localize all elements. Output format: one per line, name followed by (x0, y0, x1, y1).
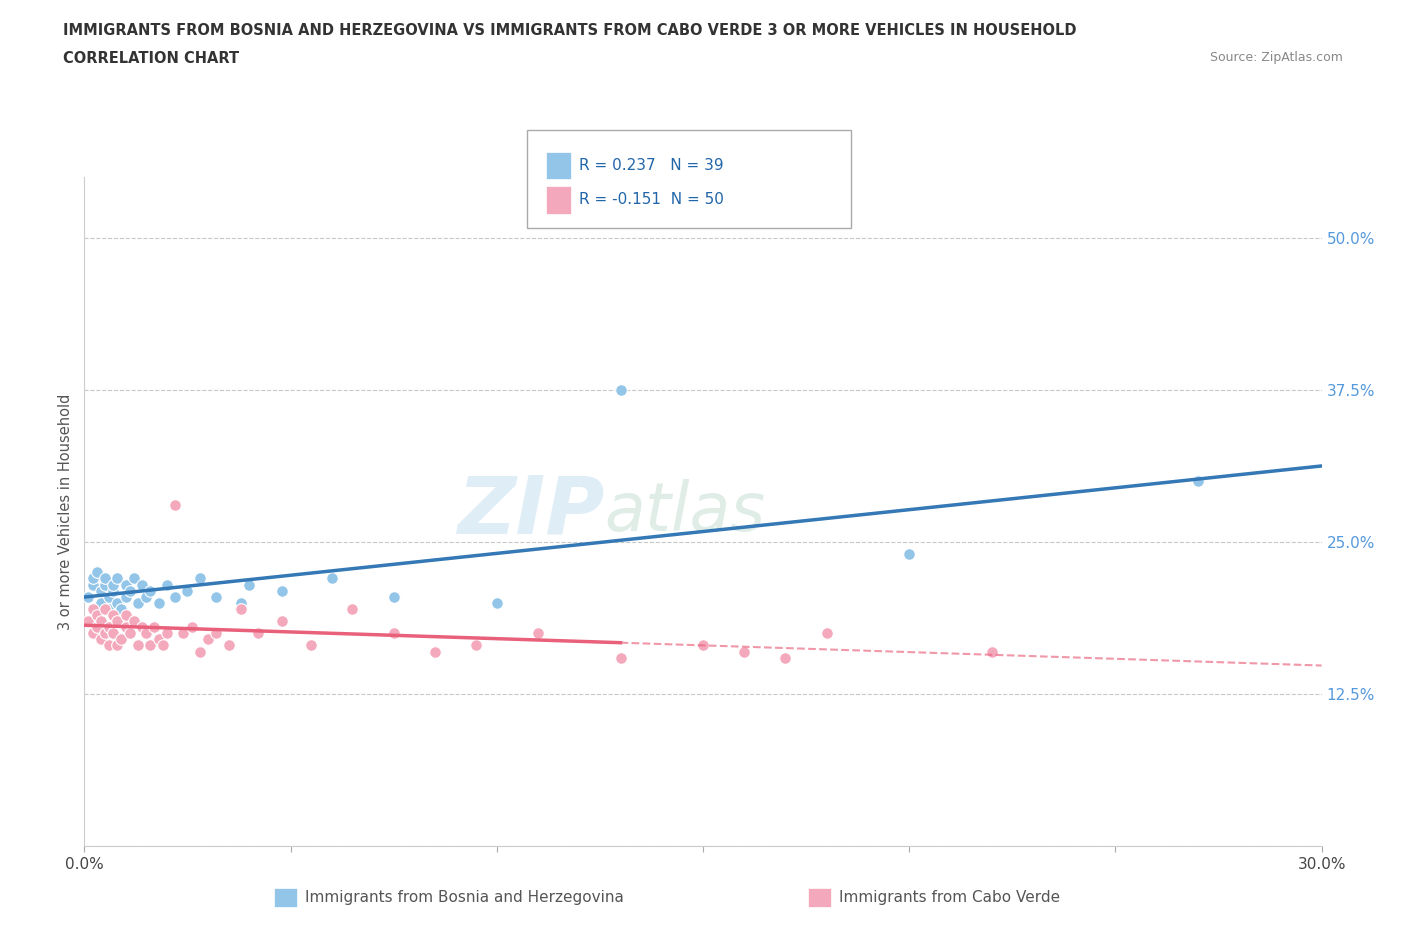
Point (77, 614, 100, 629)
Point (122, 571, 145, 586)
Point (271, 614, 294, 629)
Y-axis label: 3 or more Vehicles in Household: 3 or more Vehicles in Household (58, 393, 73, 630)
Text: Source: ZipAtlas.com: Source: ZipAtlas.com (1209, 51, 1343, 64)
Point (90, 583, 112, 598)
Point (156, 578, 179, 592)
Point (118, 583, 141, 598)
Point (152, 638, 174, 653)
Point (77, 590, 100, 604)
Point (114, 619, 136, 634)
Point (114, 607, 136, 622)
Text: IMMIGRANTS FROM BOSNIA AND HERZEGOVINA VS IMMIGRANTS FROM CABO VERDE 3 OR MORE V: IMMIGRANTS FROM BOSNIA AND HERZEGOVINA V… (63, 23, 1077, 38)
Point (238, 578, 260, 592)
Point (131, 619, 153, 634)
Point (118, 626, 141, 641)
Point (382, 626, 405, 641)
Point (122, 614, 145, 629)
Point (114, 578, 136, 592)
Text: Immigrants from Cabo Verde: Immigrants from Cabo Verde (839, 890, 1060, 905)
Point (98, 619, 121, 634)
Point (382, 590, 405, 604)
Point (299, 638, 322, 653)
Point (103, 578, 125, 592)
Point (105, 595, 128, 610)
Point (90, 595, 112, 610)
Point (135, 626, 157, 641)
Point (342, 602, 364, 617)
Point (135, 590, 157, 604)
Point (94, 626, 117, 641)
Point (98, 638, 121, 653)
Point (205, 626, 228, 641)
Point (139, 583, 162, 598)
Point (105, 571, 128, 586)
Point (176, 583, 198, 598)
Point (165, 590, 187, 604)
Point (94, 571, 117, 586)
Text: R = -0.151  N = 50: R = -0.151 N = 50 (579, 193, 724, 207)
Point (94, 578, 117, 592)
Point (188, 644, 211, 659)
Point (82, 571, 104, 586)
Point (90, 631, 112, 646)
Point (98, 602, 121, 617)
Text: ZIP: ZIP (457, 472, 605, 551)
Point (103, 583, 125, 598)
Point (692, 638, 714, 653)
Point (733, 644, 755, 659)
Point (197, 631, 219, 646)
Point (246, 626, 269, 641)
Point (103, 607, 125, 622)
Point (775, 650, 797, 665)
Point (180, 619, 202, 634)
Point (218, 638, 240, 653)
Point (527, 626, 550, 641)
Point (321, 571, 343, 586)
Point (103, 626, 125, 641)
Point (148, 631, 170, 646)
Point (165, 498, 187, 512)
Point (82, 578, 104, 592)
Text: atlas: atlas (605, 479, 765, 544)
Point (94, 602, 117, 617)
Point (229, 595, 252, 610)
Point (148, 595, 170, 610)
Point (465, 638, 488, 653)
Point (139, 638, 162, 653)
Point (82, 626, 104, 641)
Point (188, 571, 211, 586)
Point (609, 382, 631, 397)
Point (229, 602, 252, 617)
Point (172, 626, 194, 641)
Point (485, 595, 508, 610)
Point (980, 644, 1002, 659)
Point (205, 590, 228, 604)
Point (609, 650, 631, 665)
Point (1187, 473, 1209, 488)
Point (815, 626, 838, 641)
Point (127, 638, 149, 653)
Point (82, 602, 104, 617)
Point (86, 619, 108, 634)
Text: Immigrants from Bosnia and Herzegovina: Immigrants from Bosnia and Herzegovina (305, 890, 624, 905)
Point (271, 583, 294, 598)
Point (90, 614, 112, 629)
Point (423, 644, 446, 659)
Text: CORRELATION CHART: CORRELATION CHART (63, 51, 239, 66)
Point (86, 565, 108, 579)
Text: R = 0.237   N = 39: R = 0.237 N = 39 (579, 158, 724, 173)
Point (898, 547, 921, 562)
Point (110, 631, 132, 646)
Point (143, 619, 166, 634)
Point (110, 602, 132, 617)
Point (114, 590, 136, 604)
Point (86, 607, 108, 622)
Point (98, 590, 121, 604)
Point (131, 578, 153, 592)
Point (105, 638, 128, 653)
Point (86, 602, 108, 617)
Point (156, 626, 179, 641)
Point (127, 595, 149, 610)
Point (105, 614, 128, 629)
